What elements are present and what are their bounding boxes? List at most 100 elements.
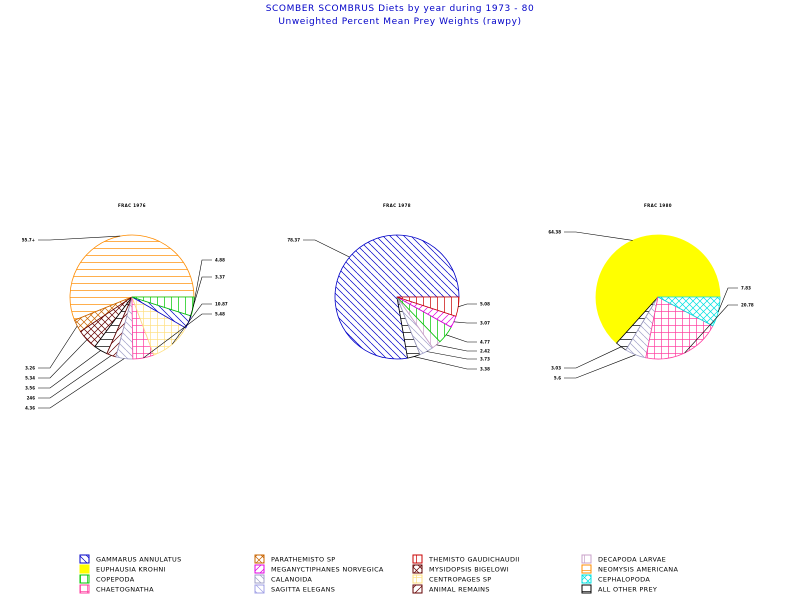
legend-swatch bbox=[254, 584, 265, 594]
slice-label: 64.38 bbox=[548, 230, 561, 235]
slice-label: 3.73 bbox=[480, 357, 490, 362]
legend-item-neomysis-americana: NEOMYSIS AMERICANA bbox=[581, 564, 678, 574]
legend-item-parathemisto-sp: PARATHEMISTO SP bbox=[254, 554, 335, 564]
legend-label: THEMISTO GAUDICHAUDII bbox=[428, 556, 520, 564]
leader-line bbox=[564, 354, 636, 379]
legend-item-mysidopsis-bigelowi: MYSIDOPSIS BIGELOWI bbox=[412, 564, 509, 574]
legend-label: GAMMARUS ANNULATUS bbox=[96, 556, 182, 564]
legend-swatch bbox=[254, 564, 265, 574]
legend-item-euphausia-krohni: EUPHAUSIA KROHNI bbox=[79, 564, 166, 574]
legend-swatch bbox=[254, 554, 265, 564]
legend-item-cephalopoda: CEPHALOPODA bbox=[581, 574, 650, 584]
legend-swatch bbox=[254, 574, 265, 584]
chart-subtitle: Unweighted Percent Mean Prey Weights (ra… bbox=[278, 17, 522, 27]
legend-swatch bbox=[412, 554, 423, 564]
legend-item-decapoda-larvae: DECAPODA LARVAE bbox=[581, 554, 666, 564]
legend-swatch bbox=[79, 584, 90, 594]
legend-item-meganyctiphanes-norvegica: MEGANYCTIPHANES NORVEGICA bbox=[254, 564, 384, 574]
slice-label: 5.48 bbox=[215, 312, 225, 317]
legend-label: ANIMAL REMAINS bbox=[429, 586, 490, 594]
slice-label: 4.88 bbox=[215, 258, 225, 263]
leader-line bbox=[564, 346, 622, 369]
slice-label: 55.7+ bbox=[22, 238, 35, 243]
leader-line bbox=[38, 358, 125, 409]
slice-label: 7.83 bbox=[741, 286, 751, 291]
legend-item-gammarus-annulatus: GAMMARUS ANNULATUS bbox=[79, 554, 182, 564]
legend-label: EUPHAUSIA KROHNI bbox=[96, 566, 166, 574]
slice-label: 3.07 bbox=[480, 321, 490, 326]
leader-line bbox=[564, 231, 633, 241]
leader-line bbox=[426, 351, 477, 360]
leader-line bbox=[684, 304, 738, 354]
pie-frac-1976: FRAC 1976 4.88 3.37 10.87 5.48 55.7+ 3.26 5.34 3… bbox=[22, 203, 228, 411]
legend-label: CHAETOGNATHA bbox=[96, 586, 154, 594]
legend-item-centropages-sp: CENTROPAGES SP bbox=[412, 574, 492, 584]
leader-line bbox=[446, 334, 477, 343]
slice-label: 5.34 bbox=[25, 376, 35, 381]
legend-label: ALL OTHER PREY bbox=[598, 586, 657, 594]
leader-line bbox=[303, 239, 350, 258]
slice-label: 10.87 bbox=[215, 302, 228, 307]
legend-swatch bbox=[581, 564, 592, 574]
leader-line bbox=[38, 350, 101, 389]
leader-line bbox=[38, 235, 121, 241]
leader-line bbox=[436, 344, 477, 352]
slice-label: 246 bbox=[27, 396, 36, 401]
legend-label: PARATHEMISTO SP bbox=[271, 556, 335, 564]
pie-frac-1978: FRAC 1978 5.08 3.07 4.77 2.42 3.73 3.38 78.37 bbox=[287, 203, 490, 372]
legend-label: MEGANYCTIPHANES NORVEGICA bbox=[271, 566, 384, 574]
slice-label: 3.26 bbox=[25, 366, 35, 371]
legend-swatch bbox=[412, 574, 423, 584]
legend-label: CEPHALOPODA bbox=[598, 576, 650, 584]
legend-label: CENTROPAGES SP bbox=[429, 576, 492, 584]
legend-label: MYSIDOPSIS BIGELOWI bbox=[429, 566, 509, 574]
legend-swatch bbox=[79, 564, 90, 574]
legend-label: CALANOIDA bbox=[271, 576, 312, 584]
legend-item-chaetognatha: CHAETOGNATHA bbox=[79, 584, 154, 594]
leader-line bbox=[413, 356, 477, 370]
slice-label: 2.42 bbox=[480, 349, 490, 354]
pie-frac-1980: FRAC 1980 7.83 20.78 64.38 3.03 5.6 bbox=[548, 203, 754, 381]
slice-label: 3.37 bbox=[215, 275, 225, 280]
leader-line bbox=[193, 259, 212, 307]
leader-line bbox=[38, 355, 112, 399]
legend-swatch bbox=[581, 574, 592, 584]
slice-label: 3.03 bbox=[551, 366, 561, 371]
legend-item-themisto-gaudichaudii: THEMISTO GAUDICHAUDII bbox=[412, 554, 520, 564]
legend-item-copepoda: COPEPODA bbox=[79, 574, 135, 584]
chart-title: SCOMBER SCOMBRUS Diets by year during 19… bbox=[265, 4, 535, 14]
slice-label: 3.56 bbox=[25, 386, 35, 391]
leader-line bbox=[458, 303, 477, 308]
leader-line bbox=[188, 276, 212, 323]
legend-label: NEOMYSIS AMERICANA bbox=[598, 566, 678, 574]
slice-label: 5.6 bbox=[554, 376, 561, 381]
pie-title: FRAC 1980 bbox=[644, 203, 672, 208]
legend: GAMMARUS ANNULATUS EUPHAUSIA KROHNI COPEPO… bbox=[79, 554, 678, 594]
legend-item-animal-remains: ANIMAL REMAINS bbox=[412, 584, 490, 594]
leader-line bbox=[38, 325, 78, 369]
legend-item-calanoida: CALANOIDA bbox=[254, 574, 312, 584]
legend-swatch bbox=[581, 584, 592, 594]
slice-label: 5.08 bbox=[480, 302, 490, 307]
legend-label: SAGITTA ELEGANS bbox=[271, 586, 335, 594]
leader-line bbox=[38, 339, 88, 379]
slice-label: 4.36 bbox=[25, 406, 35, 411]
pie-title: FRAC 1978 bbox=[383, 203, 411, 208]
legend-swatch bbox=[581, 554, 592, 564]
legend-label: COPEPODA bbox=[96, 576, 135, 584]
legend-swatch bbox=[79, 574, 90, 584]
pie-title: FRAC 1976 bbox=[118, 203, 146, 208]
slice-label: 20.78 bbox=[741, 303, 754, 308]
leader-line bbox=[717, 287, 738, 313]
legend-swatch bbox=[79, 554, 90, 564]
leader-line bbox=[453, 321, 477, 324]
leader-line bbox=[143, 313, 212, 359]
slice-label: 3.38 bbox=[480, 367, 490, 372]
legend-item-sagitta-elegans: SAGITTA ELEGANS bbox=[254, 584, 335, 594]
leader-line bbox=[171, 303, 212, 345]
legend-item-all-other-prey: ALL OTHER PREY bbox=[581, 584, 657, 594]
legend-swatch bbox=[412, 564, 423, 574]
legend-label: DECAPODA LARVAE bbox=[598, 556, 666, 564]
slice-label: 4.77 bbox=[480, 340, 490, 345]
